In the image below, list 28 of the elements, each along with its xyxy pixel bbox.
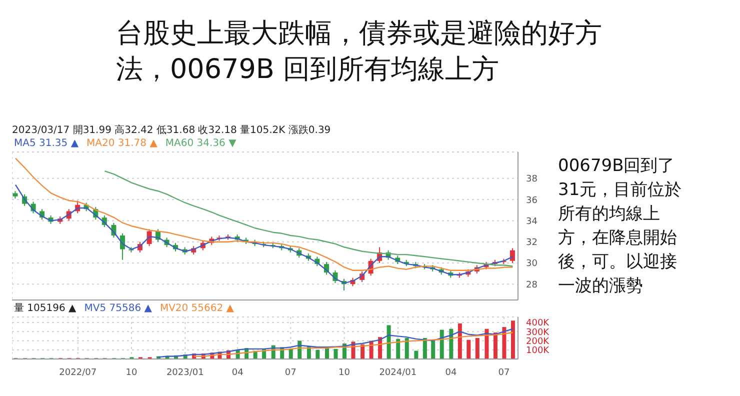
x-tick-label: 04 xyxy=(232,368,244,378)
text: MA5 31.35 ▲ xyxy=(14,137,79,150)
x-tick-label: 2022/07 xyxy=(59,368,97,378)
x-tick-label: 10 xyxy=(338,368,350,378)
chart-title: 台股史上最大跌幅，債券或是避險的好方法，00679B 回到所有均線上方 xyxy=(116,17,603,87)
y-tick-label: 38 xyxy=(526,174,538,185)
y-tick-label: 34 xyxy=(526,216,538,227)
text: 2023/03/17 開31.99 高32.42 低31.68 收32.18 量105.2K 漲跌0.39 xyxy=(12,124,332,137)
y-tick-label: 300K xyxy=(526,328,550,338)
y-tick-label: 30 xyxy=(526,259,538,270)
x-tick-label: 2023/01 xyxy=(166,368,204,378)
text: 00679B回到了 31元，目前位於所有的均線上方，在降息開始後，可。以迎接一波的漲勢 xyxy=(558,155,683,298)
y-tick-label: 32 xyxy=(526,238,538,248)
x-tick-label: 07 xyxy=(284,368,296,378)
y-tick-label: 36 xyxy=(526,196,538,206)
x-tick-label: 07 xyxy=(498,368,510,378)
y-tick-label: 400K xyxy=(526,318,550,329)
text: MV20 55662 ▲ xyxy=(160,302,234,315)
x-tick-label: 04 xyxy=(445,368,457,378)
y-tick-label: 200K xyxy=(526,336,550,347)
text: MA20 31.78 ▲ xyxy=(86,137,158,150)
x-tick-label: 10 xyxy=(126,368,138,378)
y-tick-label: 28 xyxy=(526,280,538,290)
text: MV5 75586 ▲ xyxy=(84,302,152,315)
x-tick-label: 2024/01 xyxy=(379,368,417,378)
text: MA60 34.36 ▼ xyxy=(165,137,236,150)
text: 量 105196 ▲ xyxy=(14,302,76,315)
y-tick-label: 100K xyxy=(526,346,550,356)
